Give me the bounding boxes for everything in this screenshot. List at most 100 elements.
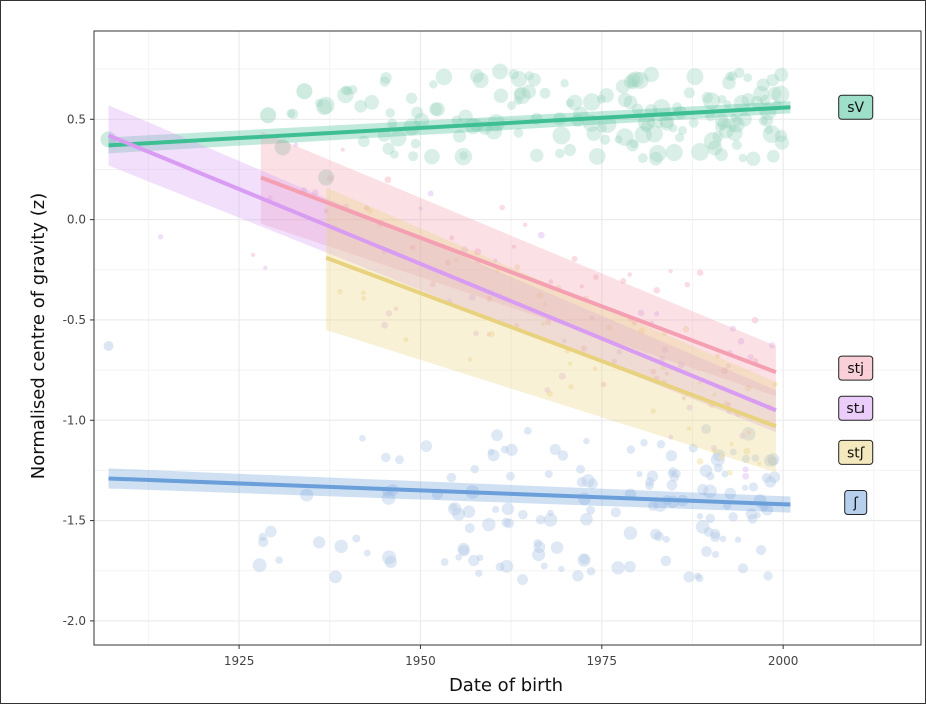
point-sv <box>539 87 551 99</box>
point-sv <box>714 122 725 133</box>
point-sts <box>712 392 717 397</box>
fit-line-series-1 <box>260 175 777 374</box>
point-sh <box>449 503 458 512</box>
y-tick-label: -1.0 <box>63 413 86 427</box>
point-sv <box>596 94 606 104</box>
point-sh <box>359 434 366 442</box>
series-label-box <box>838 355 874 381</box>
point-sv <box>737 112 752 127</box>
point-sv <box>774 129 788 143</box>
fit-line-series-4 <box>108 476 791 507</box>
point-sv <box>643 66 659 83</box>
point-sh <box>665 450 678 462</box>
point-str <box>654 311 660 317</box>
point-sts <box>536 292 544 299</box>
point-sh <box>734 536 742 543</box>
point-sv <box>615 79 630 94</box>
point-stj <box>653 286 661 294</box>
point-sv <box>655 120 664 129</box>
point-sh <box>464 523 475 534</box>
point-sv <box>731 140 742 151</box>
point-sh <box>624 560 636 573</box>
point-sh <box>300 488 314 502</box>
point-sv <box>413 113 430 129</box>
point-sv <box>774 67 789 82</box>
point-sh <box>694 572 702 580</box>
point-sh <box>706 472 715 481</box>
point-sh <box>580 512 593 526</box>
point-stj <box>429 281 436 288</box>
point-sv <box>599 88 614 103</box>
point-sh <box>500 445 509 454</box>
point-sh <box>586 505 596 515</box>
point-str <box>460 246 468 254</box>
point-sh <box>587 478 598 489</box>
point-sv <box>513 128 524 138</box>
point-str <box>710 444 717 451</box>
point-sv <box>314 98 324 108</box>
point-sts <box>453 257 459 263</box>
y-tick-label: -2.0 <box>63 614 86 628</box>
point-stj <box>393 306 399 311</box>
point-sv <box>701 91 713 104</box>
point-sh <box>729 448 737 456</box>
point-stj <box>668 268 673 274</box>
point-sv <box>287 108 299 120</box>
point-str <box>616 349 623 355</box>
point-stj <box>684 281 691 288</box>
point-sv <box>640 121 652 133</box>
point-sh <box>501 517 511 528</box>
point-sv <box>703 132 722 150</box>
point-sh <box>711 550 720 559</box>
point-sv <box>341 85 351 96</box>
x-tick-label: 1925 <box>224 654 255 668</box>
ribbon-series-3 <box>326 187 776 473</box>
point-sts <box>727 469 733 476</box>
point-sh <box>334 539 348 554</box>
point-sts <box>606 324 613 331</box>
point-stj <box>571 255 578 262</box>
point-sv <box>286 109 296 118</box>
point-sts <box>568 384 574 390</box>
point-sh <box>648 501 658 511</box>
point-str <box>493 258 498 263</box>
point-str <box>157 234 164 240</box>
point-sh <box>653 531 664 542</box>
point-sh <box>703 484 717 499</box>
point-sts <box>686 426 692 432</box>
point-sv <box>732 116 743 127</box>
point-sh <box>576 464 585 474</box>
point-sh <box>258 536 269 548</box>
point-sh <box>381 491 396 505</box>
point-sv <box>746 151 761 166</box>
point-sh <box>581 474 595 488</box>
point-sh <box>683 571 695 583</box>
point-str <box>293 142 299 148</box>
x-axis-title: Date of birth <box>449 675 563 696</box>
point-sh <box>763 454 777 467</box>
point-sv <box>627 78 639 90</box>
point-sv <box>722 76 736 90</box>
point-str <box>562 338 567 343</box>
point-sh <box>505 443 518 457</box>
point-sh <box>728 512 738 522</box>
point-sv <box>411 106 424 119</box>
point-sv <box>588 148 606 165</box>
point-sv <box>385 108 395 118</box>
point-stj <box>593 274 599 280</box>
point-sh <box>696 513 704 520</box>
point-stj <box>650 368 657 375</box>
point-sv <box>626 138 639 152</box>
point-sh <box>697 484 709 496</box>
point-sh <box>550 541 564 554</box>
point-stj <box>696 269 704 276</box>
point-sv <box>771 85 790 104</box>
point-sv <box>762 125 781 143</box>
point-sv <box>665 144 683 162</box>
point-stj <box>746 429 752 435</box>
point-sv <box>691 142 709 161</box>
point-sv <box>726 125 743 142</box>
point-stj <box>474 248 482 256</box>
point-sv <box>582 93 601 111</box>
point-sh <box>523 426 532 435</box>
